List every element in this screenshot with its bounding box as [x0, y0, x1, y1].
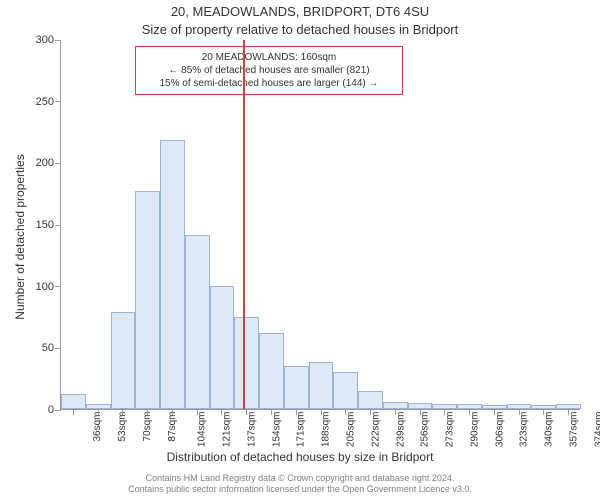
x-axis-label: Distribution of detached houses by size … [0, 450, 600, 464]
x-tick-label: 70sqm [142, 412, 153, 442]
x-tick [345, 409, 346, 415]
annotation-box: 20 MEADOWLANDS: 160sqm ← 85% of detached… [135, 46, 403, 95]
y-tick [55, 410, 61, 411]
page-title-address: 20, MEADOWLANDS, BRIDPORT, DT6 4SU [0, 4, 600, 19]
x-tick-label: 154sqm [271, 412, 282, 448]
histogram-bar [333, 372, 358, 409]
x-tick-label: 171sqm [296, 412, 307, 448]
histogram-bar [383, 402, 408, 409]
y-tick-label: 150 [36, 219, 54, 231]
x-tick [221, 409, 222, 415]
x-tick-label: 53sqm [117, 412, 128, 442]
y-tick [55, 40, 61, 41]
footer-line-1: Contains HM Land Registry data © Crown c… [0, 473, 600, 485]
x-tick-label: 121sqm [222, 412, 233, 448]
y-tick [55, 101, 61, 102]
x-tick [321, 409, 322, 415]
histogram-bar [61, 394, 86, 409]
x-tick-label: 205sqm [346, 412, 357, 448]
x-tick [444, 409, 445, 415]
x-tick [568, 409, 569, 415]
histogram-bar [358, 391, 383, 410]
y-tick-label: 0 [48, 404, 54, 416]
x-tick [98, 409, 99, 415]
y-axis-label: Number of detached properties [13, 127, 27, 347]
x-tick [147, 409, 148, 415]
x-tick-label: 273sqm [445, 412, 456, 448]
y-tick [55, 348, 61, 349]
x-tick-label: 357sqm [568, 412, 579, 448]
chart-plot-area: 20 MEADOWLANDS: 160sqm ← 85% of detached… [60, 40, 580, 410]
histogram-bar [135, 191, 160, 409]
histogram-bar [284, 366, 309, 409]
x-tick [420, 409, 421, 415]
y-tick-label: 300 [36, 34, 54, 46]
y-tick-label: 250 [36, 96, 54, 108]
histogram-bar [309, 362, 334, 409]
x-tick-label: 374sqm [593, 412, 600, 448]
annotation-line-1: 20 MEADOWLANDS: 160sqm [142, 51, 396, 64]
page-subtitle: Size of property relative to detached ho… [0, 22, 600, 37]
x-tick-label: 36sqm [92, 412, 103, 442]
annotation-line-2: ← 85% of detached houses are smaller (82… [142, 64, 396, 77]
figure-container: 20, MEADOWLANDS, BRIDPORT, DT6 4SU Size … [0, 0, 600, 500]
x-tick [172, 409, 173, 415]
y-tick-label: 100 [36, 281, 54, 293]
y-tick [55, 286, 61, 287]
marker-line [243, 40, 245, 409]
x-tick [395, 409, 396, 415]
x-tick [271, 409, 272, 415]
x-tick [370, 409, 371, 415]
x-tick-label: 87sqm [167, 412, 178, 442]
x-tick-label: 323sqm [519, 412, 530, 448]
x-tick [469, 409, 470, 415]
histogram-bar [210, 286, 235, 409]
x-tick-label: 104sqm [197, 412, 208, 448]
x-tick-label: 137sqm [247, 412, 258, 448]
x-tick [73, 409, 74, 415]
annotation-line-3: 15% of semi-detached houses are larger (… [142, 77, 396, 90]
x-tick [122, 409, 123, 415]
histogram-bar [111, 312, 136, 409]
y-tick-label: 200 [36, 157, 54, 169]
x-tick [296, 409, 297, 415]
x-tick [519, 409, 520, 415]
histogram-bar [185, 235, 210, 409]
y-tick [55, 163, 61, 164]
x-tick-label: 188sqm [321, 412, 332, 448]
x-tick [494, 409, 495, 415]
x-tick-label: 290sqm [469, 412, 480, 448]
histogram-bar [259, 333, 284, 409]
footer-attribution: Contains HM Land Registry data © Crown c… [0, 473, 600, 496]
histogram-bar [160, 140, 185, 409]
x-tick-label: 222sqm [370, 412, 381, 448]
y-tick-label: 50 [42, 342, 54, 354]
footer-line-2: Contains public sector information licen… [0, 484, 600, 496]
y-tick [55, 225, 61, 226]
x-tick [197, 409, 198, 415]
x-tick-label: 306sqm [494, 412, 505, 448]
x-tick-label: 256sqm [420, 412, 431, 448]
x-tick-label: 239sqm [395, 412, 406, 448]
x-tick-label: 340sqm [544, 412, 555, 448]
x-tick [543, 409, 544, 415]
x-tick [246, 409, 247, 415]
histogram-bar [234, 317, 259, 410]
